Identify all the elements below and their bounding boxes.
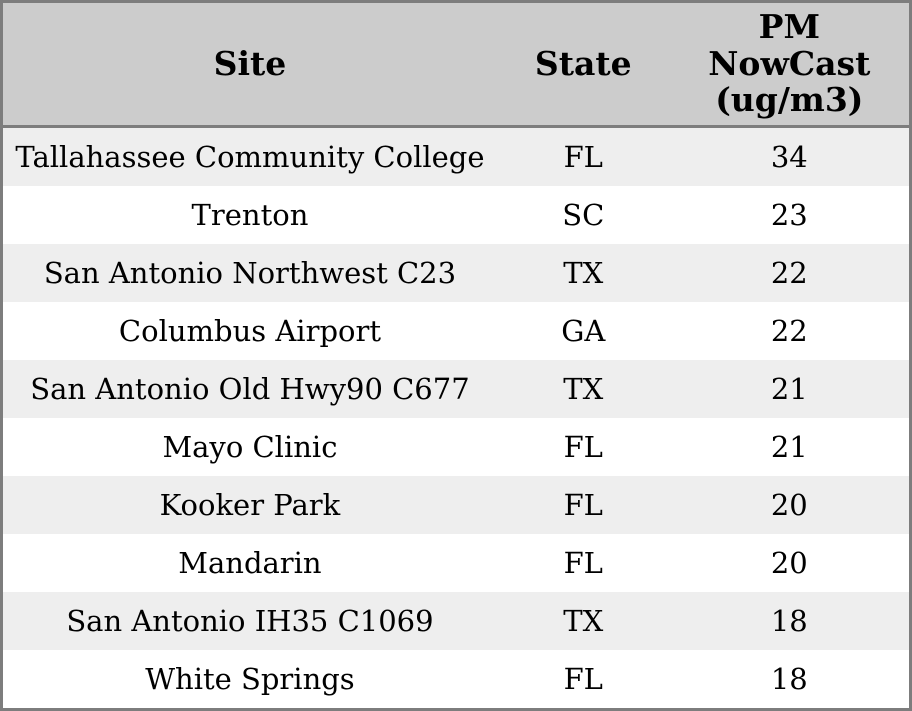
cell-pm-nowcast: 34 <box>669 126 911 186</box>
cell-site: Mayo Clinic <box>1 418 497 476</box>
cell-state: FL <box>496 476 670 534</box>
col-header-pm-nowcast: PM NowCast (ug/m3) <box>669 1 911 128</box>
cell-state: TX <box>496 592 670 650</box>
cell-site: Tallahassee Community College <box>1 126 497 186</box>
cell-site: San Antonio IH35 C1069 <box>1 592 497 650</box>
cell-pm-nowcast: 18 <box>669 592 911 650</box>
cell-pm-nowcast: 18 <box>669 650 911 710</box>
table-row: Columbus Airport GA 22 <box>1 302 911 360</box>
cell-state: TX <box>496 244 670 302</box>
table-row: Tallahassee Community College FL 34 <box>1 126 911 186</box>
cell-pm-nowcast: 22 <box>669 302 911 360</box>
table-row: San Antonio Old Hwy90 C677 TX 21 <box>1 360 911 418</box>
cell-state: FL <box>496 126 670 186</box>
cell-pm-nowcast: 22 <box>669 244 911 302</box>
table-row: Mayo Clinic FL 21 <box>1 418 911 476</box>
cell-pm-nowcast: 23 <box>669 186 911 244</box>
header-row: Site State PM NowCast (ug/m3) <box>1 1 911 128</box>
cell-state: FL <box>496 534 670 592</box>
cell-site: Trenton <box>1 186 497 244</box>
cell-pm-nowcast: 21 <box>669 418 911 476</box>
table-header: Site State PM NowCast (ug/m3) <box>1 1 911 128</box>
cell-site: Columbus Airport <box>1 302 497 360</box>
table-row: Trenton SC 23 <box>1 186 911 244</box>
cell-site: Kooker Park <box>1 476 497 534</box>
cell-pm-nowcast: 20 <box>669 476 911 534</box>
cell-state: FL <box>496 418 670 476</box>
cell-state: TX <box>496 360 670 418</box>
cell-state: SC <box>496 186 670 244</box>
cell-pm-nowcast: 21 <box>669 360 911 418</box>
col-header-state: State <box>496 1 670 128</box>
table-body: Tallahassee Community College FL 34 Tren… <box>1 126 911 710</box>
col-header-site: Site <box>1 1 497 128</box>
cell-site: San Antonio Northwest C23 <box>1 244 497 302</box>
table-row: Kooker Park FL 20 <box>1 476 911 534</box>
table-row: San Antonio IH35 C1069 TX 18 <box>1 592 911 650</box>
table-row: San Antonio Northwest C23 TX 22 <box>1 244 911 302</box>
cell-pm-nowcast: 20 <box>669 534 911 592</box>
cell-site: White Springs <box>1 650 497 710</box>
table-row: Mandarin FL 20 <box>1 534 911 592</box>
cell-site: San Antonio Old Hwy90 C677 <box>1 360 497 418</box>
table-row: White Springs FL 18 <box>1 650 911 710</box>
cell-state: GA <box>496 302 670 360</box>
cell-site: Mandarin <box>1 534 497 592</box>
cell-state: FL <box>496 650 670 710</box>
